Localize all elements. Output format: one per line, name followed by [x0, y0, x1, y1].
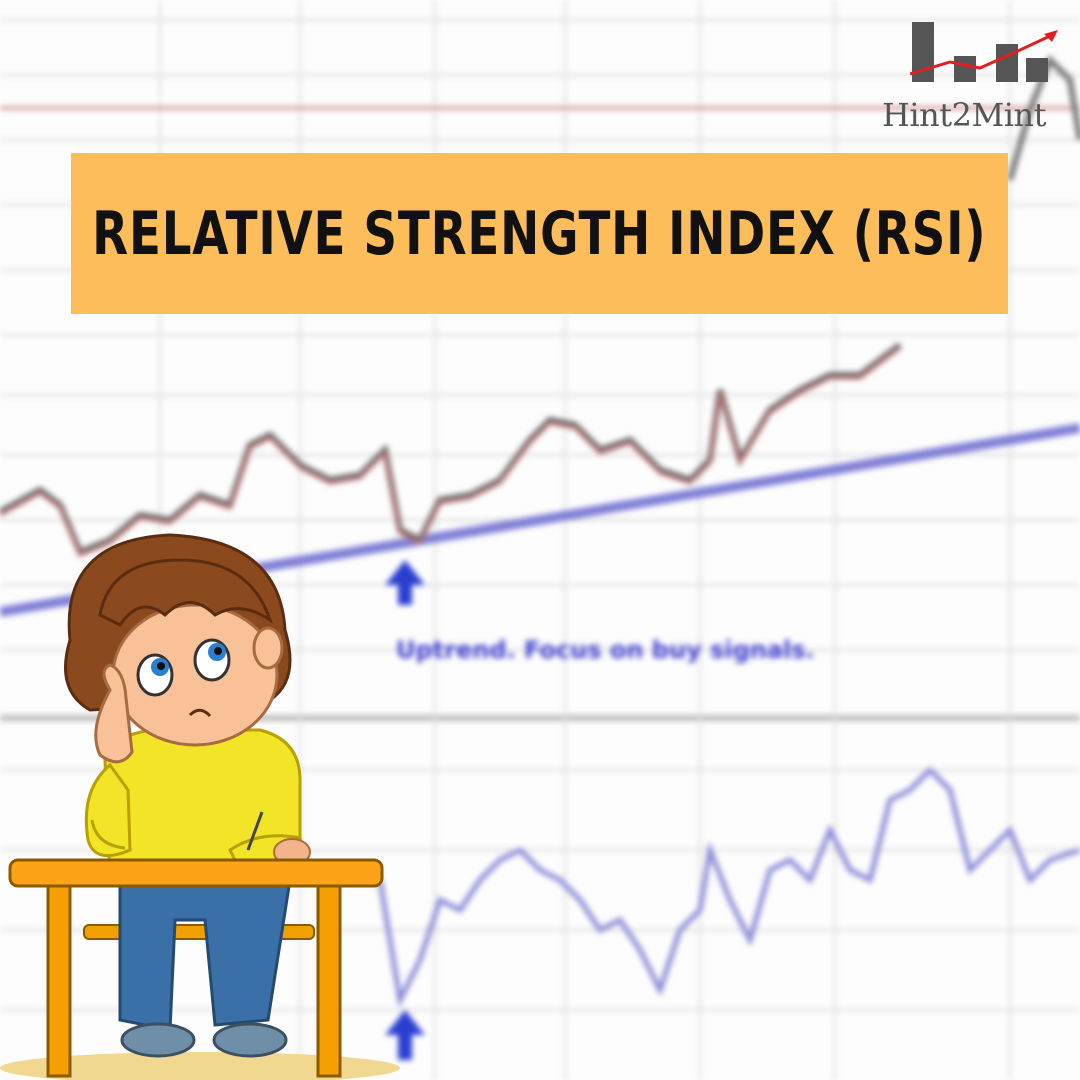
bar-chart-trend-icon: [910, 22, 1058, 82]
title-banner: RELATIVE STRENGTH INDEX (RSI): [71, 153, 1008, 314]
page-title: RELATIVE STRENGTH INDEX (RSI): [92, 198, 987, 269]
chart-annotation: Uptrend. Focus on buy signals.: [396, 636, 815, 664]
logo-text: Hint2Mint: [882, 96, 1046, 134]
thinking-child-illustration: [0, 533, 400, 1080]
brand-logo: Hint2Mint: [882, 20, 1078, 134]
